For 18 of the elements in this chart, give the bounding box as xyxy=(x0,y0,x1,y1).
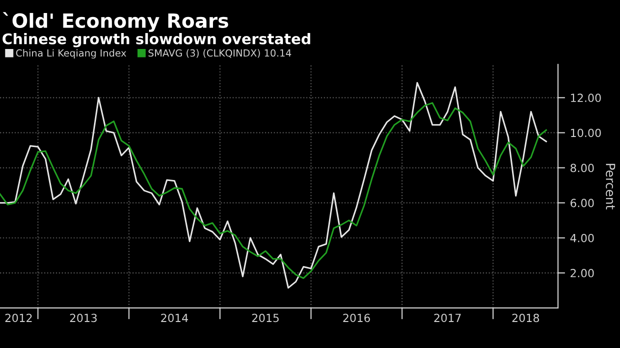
y-tick-label: 4.00 xyxy=(570,234,594,242)
y-axis-title: Percent xyxy=(606,164,616,210)
y-tick-label: 6.00 xyxy=(570,198,594,208)
legend-label: China Li Keqiang Index xyxy=(16,49,126,59)
y-tick-label: 8.00 xyxy=(570,164,594,172)
y-tick-label: 2.00 xyxy=(570,268,594,278)
x-tick-label: 2018 xyxy=(512,314,540,322)
x-tick-label: 2015 xyxy=(252,314,279,322)
x-tick-label: 2014 xyxy=(161,314,188,322)
y-tick-label: 12.00 xyxy=(571,94,601,102)
x-tick-label: 2016 xyxy=(343,314,370,322)
x-tick-label: 2017 xyxy=(434,314,461,322)
y-tick-label: 10.00 xyxy=(571,128,601,138)
chart-title: `Old' Economy Roars xyxy=(2,12,228,32)
x-tick-label: 2013 xyxy=(70,314,97,322)
chart-subtitle: Chinese growth slowdown overstated xyxy=(2,33,310,48)
x-tick-label: 2012 xyxy=(5,314,32,322)
legend-label: SMAVG (3) (CLKQINDX) 10.14 xyxy=(148,49,292,58)
